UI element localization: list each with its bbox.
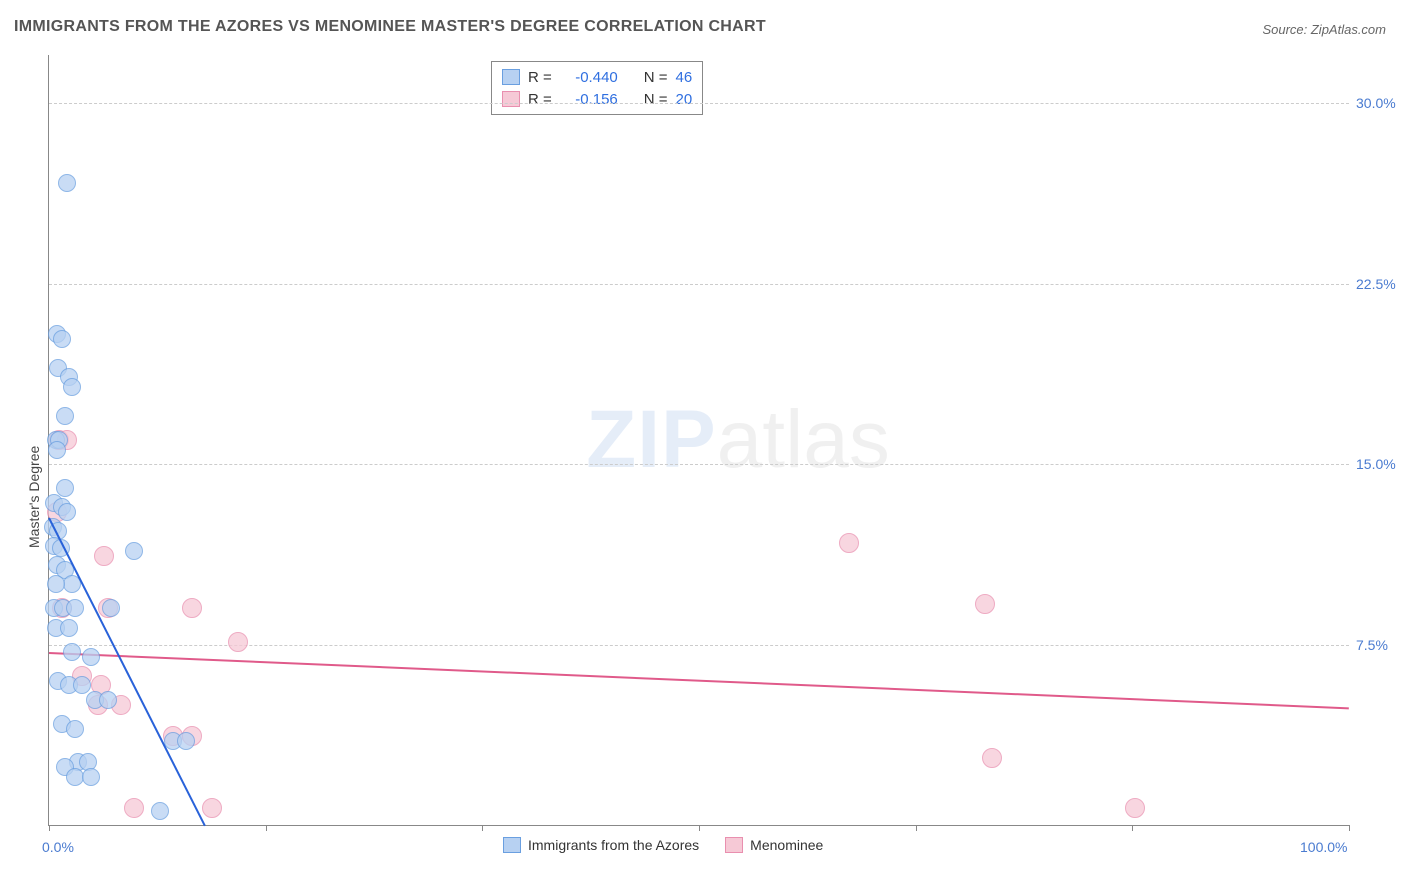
azores-point — [48, 441, 66, 459]
legend-item-menominee: Menominee — [725, 837, 823, 853]
r-label: R = — [528, 91, 552, 108]
azores-point — [63, 643, 81, 661]
azores-point — [177, 732, 195, 750]
r-value: -0.156 — [560, 91, 618, 108]
source-attribution: Source: ZipAtlas.com — [1262, 22, 1386, 37]
azores-point — [53, 330, 71, 348]
watermark-zip: ZIP — [586, 394, 717, 485]
azores-point — [56, 407, 74, 425]
gridline — [49, 464, 1349, 465]
r-value: -0.440 — [560, 69, 618, 86]
y-tick-label: 30.0% — [1356, 95, 1396, 111]
source-prefix: Source: — [1262, 22, 1310, 37]
n-value: 46 — [676, 69, 693, 86]
legend-label: Immigrants from the Azores — [528, 837, 699, 853]
series-legend: Immigrants from the Azores Menominee — [503, 837, 823, 853]
menominee-point — [975, 594, 995, 614]
legend-row-azores: R = -0.440 N = 46 — [502, 66, 692, 88]
x-tick — [49, 825, 50, 831]
azores-point — [125, 542, 143, 560]
x-max-label: 100.0% — [1300, 839, 1347, 855]
menominee-point — [124, 798, 144, 818]
menominee-swatch-icon — [725, 837, 743, 853]
menominee-point — [228, 632, 248, 652]
scatter-plot-area: ZIPatlas R = -0.440 N = 46 R = -0.156 N = 20 — [48, 55, 1349, 826]
y-tick-label: 15.0% — [1356, 456, 1396, 472]
menominee-point — [94, 546, 114, 566]
r-label: R = — [528, 69, 552, 86]
legend-row-menominee: R = -0.156 N = 20 — [502, 88, 692, 110]
chart-title: IMMIGRANTS FROM THE AZORES VS MENOMINEE … — [14, 18, 766, 36]
x-tick — [1132, 825, 1133, 831]
y-axis-title: Master's Degree — [26, 446, 42, 548]
n-label: N = — [644, 69, 668, 86]
menominee-point — [982, 748, 1002, 768]
menominee-trend-line — [49, 652, 1349, 709]
watermark-atlas: atlas — [717, 394, 890, 485]
menominee-point — [1125, 798, 1145, 818]
azores-point — [60, 619, 78, 637]
x-tick — [266, 825, 267, 831]
gridline — [49, 103, 1349, 104]
legend-label: Menominee — [750, 837, 823, 853]
y-tick-label: 22.5% — [1356, 276, 1396, 292]
azores-point — [66, 720, 84, 738]
x-tick — [699, 825, 700, 831]
azores-point — [66, 599, 84, 617]
azores-point — [102, 599, 120, 617]
x-tick — [1349, 825, 1350, 831]
n-label: N = — [644, 91, 668, 108]
azores-point — [82, 768, 100, 786]
x-tick — [482, 825, 483, 831]
azores-swatch-icon — [503, 837, 521, 853]
legend-item-azores: Immigrants from the Azores — [503, 837, 699, 853]
azores-point — [58, 503, 76, 521]
azores-point — [82, 648, 100, 666]
correlation-legend: R = -0.440 N = 46 R = -0.156 N = 20 — [491, 61, 703, 115]
gridline — [49, 284, 1349, 285]
x-tick — [916, 825, 917, 831]
azores-point — [73, 676, 91, 694]
azores-swatch — [502, 69, 520, 85]
azores-point — [99, 691, 117, 709]
menominee-point — [182, 598, 202, 618]
source-name: ZipAtlas.com — [1311, 22, 1386, 37]
azores-point — [63, 378, 81, 396]
x-min-label: 0.0% — [42, 839, 74, 855]
y-tick-label: 7.5% — [1356, 637, 1388, 653]
azores-point — [151, 802, 169, 820]
watermark: ZIPatlas — [586, 393, 890, 487]
n-value: 20 — [676, 91, 693, 108]
azores-point — [58, 174, 76, 192]
azores-point — [47, 575, 65, 593]
menominee-point — [202, 798, 222, 818]
menominee-point — [839, 533, 859, 553]
menominee-swatch — [502, 91, 520, 107]
